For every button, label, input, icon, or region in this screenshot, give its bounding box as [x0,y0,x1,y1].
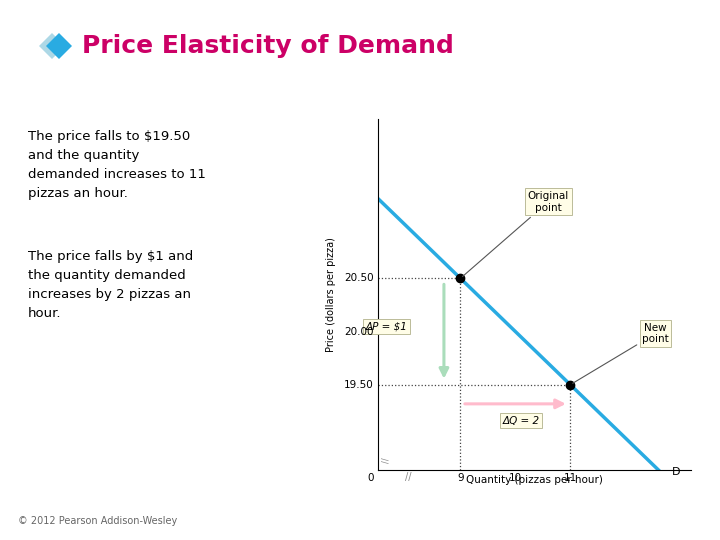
Text: The price falls to $19.50
and the quantity
demanded increases to 11
pizzas an ho: The price falls to $19.50 and the quanti… [28,130,206,200]
Text: 19.50: 19.50 [344,380,374,390]
Polygon shape [39,33,65,59]
Text: 0: 0 [367,473,374,483]
Text: Price (dollars per pizza): Price (dollars per pizza) [326,237,336,352]
Text: 20.50: 20.50 [344,273,374,284]
Text: 10: 10 [509,473,522,483]
X-axis label: Quantity (pizzas per hour): Quantity (pizzas per hour) [466,475,603,485]
Text: Price Elasticity of Demand: Price Elasticity of Demand [82,34,454,58]
Polygon shape [46,33,72,59]
Text: ΔP = $1: ΔP = $1 [365,321,408,331]
Text: D: D [672,467,680,477]
Text: Original
point: Original point [462,191,569,276]
Text: 9: 9 [457,473,464,483]
Text: © 2012 Pearson Addison-Wesley: © 2012 Pearson Addison-Wesley [18,516,177,526]
Text: ΔQ = 2: ΔQ = 2 [503,416,539,426]
Text: The price falls by $1 and
the quantity demanded
increases by 2 pizzas an
hour.: The price falls by $1 and the quantity d… [28,250,193,320]
Text: //: // [382,458,390,463]
Text: //: // [405,472,411,482]
Text: 20.00: 20.00 [344,327,374,336]
Text: New
point: New point [572,323,669,383]
Text: 11: 11 [564,473,577,483]
